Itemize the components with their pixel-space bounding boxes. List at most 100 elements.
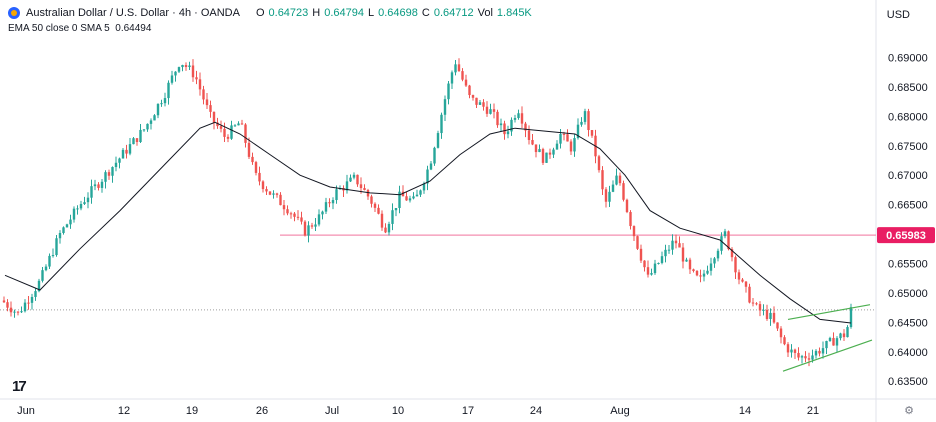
candle-body	[646, 267, 650, 275]
candle-body	[485, 106, 489, 114]
candle-body	[555, 143, 559, 150]
candle-body	[16, 311, 20, 313]
candle-body	[821, 348, 825, 354]
candle-body	[706, 270, 709, 274]
candle-body	[142, 129, 146, 131]
candle-body	[520, 113, 524, 124]
high-label: H	[312, 7, 321, 19]
candle-body	[804, 356, 807, 359]
candle-body	[58, 233, 62, 239]
candle-body	[37, 280, 41, 292]
candle-body	[419, 190, 422, 195]
candle-body	[300, 217, 303, 222]
indicator-legend[interactable]: EMA 50 close 0 SMA 5 0.64494	[8, 23, 151, 34]
symbol-name[interactable]: Australian Dollar / U.S. Dollar · 4h · O…	[26, 7, 240, 19]
candle-body	[195, 77, 198, 80]
candle-body	[6, 302, 9, 308]
candle-body	[370, 196, 373, 204]
candle-body	[132, 138, 135, 145]
candle-body	[527, 130, 531, 140]
candle-body	[769, 312, 772, 319]
candle-body	[72, 208, 76, 220]
candle-body	[286, 209, 289, 214]
candle-body	[114, 162, 118, 168]
candle-body	[457, 64, 461, 72]
candle-body	[303, 221, 307, 236]
candle-body	[27, 302, 30, 304]
candle-body	[244, 124, 247, 143]
candle-body	[835, 338, 839, 346]
currency-selector[interactable]: USD	[886, 9, 910, 21]
candle-body	[559, 133, 562, 144]
candle-body	[503, 123, 506, 135]
candle-body	[590, 130, 594, 136]
candle-body	[97, 184, 100, 188]
candle-body	[496, 111, 499, 126]
candle-body	[534, 144, 538, 153]
candle-body	[62, 227, 65, 234]
candle-body	[482, 102, 485, 107]
candle-body	[783, 337, 786, 345]
x-tick-label: 24	[530, 405, 542, 417]
candle-body	[79, 204, 83, 209]
candle-body	[153, 115, 156, 121]
indicator-value: 0.64494	[115, 23, 152, 34]
candle-body	[440, 114, 443, 134]
candle-body	[811, 355, 814, 360]
candle-body	[699, 275, 702, 277]
candle-body	[744, 281, 748, 287]
candle-body	[76, 208, 79, 210]
candle-body	[261, 181, 265, 190]
support-price-tag	[877, 227, 935, 244]
x-tick-label: 12	[118, 405, 130, 417]
candle-body	[331, 200, 335, 204]
candle-body	[34, 291, 37, 297]
candle-body	[174, 71, 177, 76]
candle-body	[275, 193, 279, 195]
candle-body	[125, 149, 128, 154]
candle-body	[506, 131, 510, 135]
candle-body	[611, 184, 615, 192]
candle-body	[608, 191, 611, 202]
candle-body	[373, 203, 377, 208]
candle-body	[391, 210, 394, 224]
candle-body	[384, 227, 387, 233]
candle-body	[146, 123, 149, 130]
currency-flag-icon	[8, 7, 20, 19]
candle-body	[209, 105, 212, 112]
candle-body	[779, 328, 783, 338]
candle-body	[415, 194, 419, 197]
candle-body	[433, 147, 436, 164]
candle-body	[545, 152, 548, 163]
y-tick-label: 0.65500	[888, 259, 928, 271]
candle-body	[688, 259, 692, 270]
candle-body	[538, 149, 541, 153]
y-tick-label: 0.67000	[888, 170, 928, 182]
candle-body	[695, 271, 699, 276]
candle-body	[359, 184, 363, 189]
candle-body	[814, 350, 818, 356]
candle-body	[310, 225, 314, 227]
candle-body	[156, 103, 160, 116]
candle-body	[569, 141, 573, 152]
candle-body	[205, 99, 209, 106]
y-tick-label: 0.66500	[888, 200, 928, 212]
candle-body	[758, 304, 762, 311]
candle-body	[314, 224, 317, 227]
candle-body	[562, 133, 566, 135]
candle-body	[237, 123, 240, 126]
channel-upper-line	[787, 304, 871, 321]
x-tick-label: 10	[392, 405, 404, 417]
gear-icon[interactable]: ⚙	[904, 405, 914, 417]
candle-body	[797, 352, 800, 358]
candle-body	[734, 257, 737, 273]
candle-body	[678, 243, 681, 248]
candle-body	[387, 223, 391, 233]
candle-body	[629, 212, 632, 227]
candle-body	[251, 156, 254, 163]
candle-body	[135, 138, 139, 143]
candle-body	[681, 247, 685, 262]
candle-body	[709, 263, 713, 271]
